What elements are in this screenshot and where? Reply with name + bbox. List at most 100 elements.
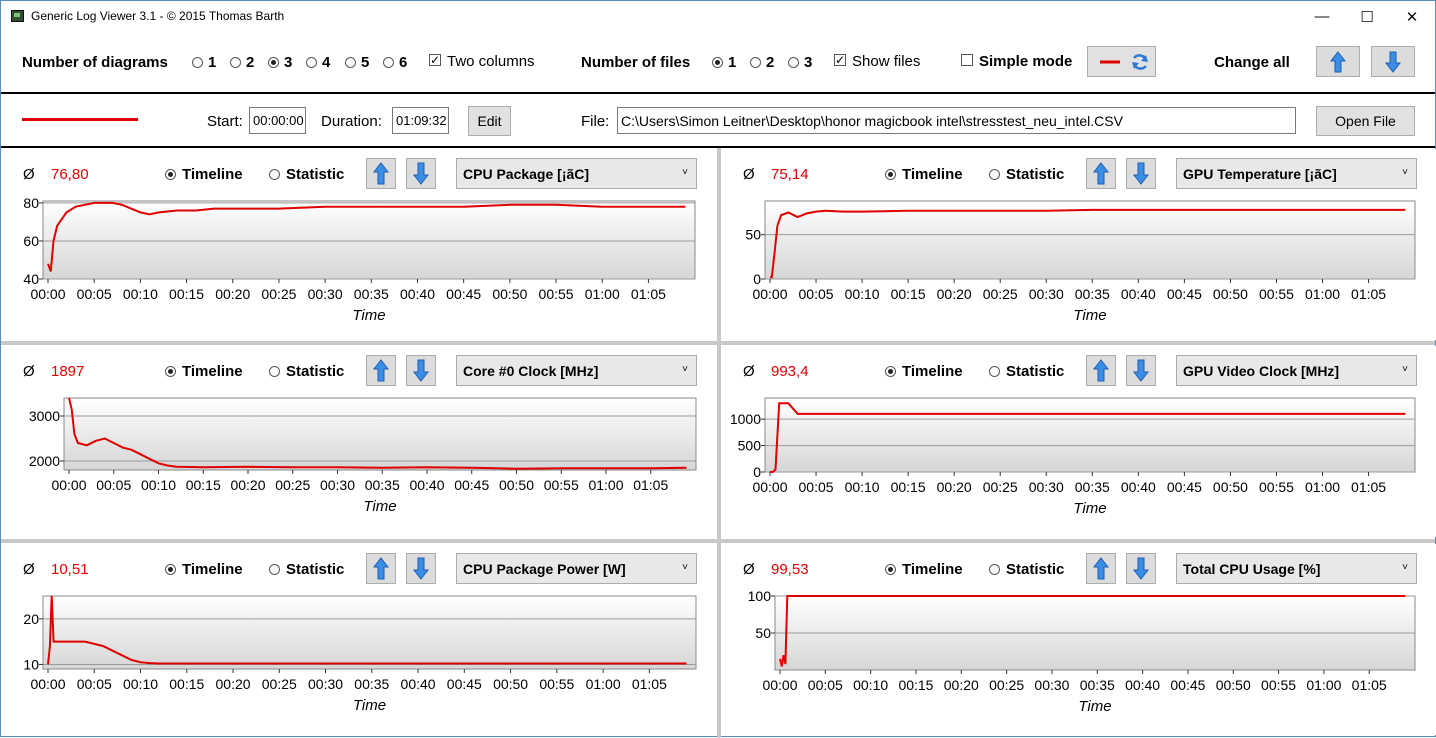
statistic-radio[interactable] [269, 366, 280, 377]
x-tick-label: 00:10 [123, 676, 158, 692]
x-tick-label: 01:05 [632, 676, 667, 692]
series-line [47, 201, 686, 272]
timeline-label: Timeline [902, 166, 963, 183]
x-tick-label: 01:00 [588, 477, 623, 493]
x-tick-label: 00:10 [853, 677, 888, 693]
statistic-radio[interactable] [269, 564, 280, 575]
timeline-radio[interactable] [165, 564, 176, 575]
x-tick-label: 00:30 [1034, 677, 1069, 693]
diagrams-radio-2[interactable] [230, 57, 241, 68]
chevron-down-icon: ˅ [1402, 167, 1408, 178]
series-line [68, 397, 687, 470]
files-radio-3[interactable] [788, 57, 799, 68]
chevron-down-icon: ˅ [682, 562, 688, 573]
sensor-select[interactable]: Core #0 Clock [MHz] ˅ [456, 355, 697, 386]
diagram-panel: Ø 1897 Timeline Statistic Core #0 Clock [MHz… [1, 346, 716, 537]
move-down-button[interactable] [406, 553, 436, 584]
y-tick-label: 50 [755, 625, 771, 641]
sensor-select[interactable]: GPU Video Clock [MHz] ˅ [1176, 355, 1417, 386]
sensor-select[interactable]: Total CPU Usage [%] ˅ [1176, 553, 1417, 584]
x-tick-label: 00:05 [77, 286, 112, 302]
x-tick-label: 00:30 [320, 477, 355, 493]
sensor-select[interactable]: CPU Package Power [W] ˅ [456, 553, 697, 584]
sensor-select-value: CPU Package Power [W] [463, 560, 626, 577]
simple-mode-checkbox[interactable] [961, 54, 973, 66]
move-down-button[interactable] [1126, 553, 1156, 584]
move-up-button[interactable] [1086, 355, 1116, 386]
timeline-radio[interactable] [165, 169, 176, 180]
timeline-radio[interactable] [885, 564, 896, 575]
x-tick-label: 01:00 [1306, 677, 1341, 693]
x-axis-label: Time [363, 498, 396, 515]
x-tick-label: 00:40 [400, 286, 435, 302]
change-all-down-button[interactable] [1371, 46, 1415, 77]
diagrams-radio-4[interactable] [306, 57, 317, 68]
timeline-radio[interactable] [885, 366, 896, 377]
row-separator-1 [1, 341, 1435, 345]
move-up-button[interactable] [366, 553, 396, 584]
x-tick-label: 00:45 [1167, 479, 1202, 495]
close-button[interactable]: ✕ [1405, 8, 1419, 26]
y-tick-label: 2000 [29, 453, 60, 469]
x-tick-label: 00:20 [937, 479, 972, 495]
x-tick-label: 01:05 [633, 477, 668, 493]
diagrams-radio-6[interactable] [383, 57, 394, 68]
files-radio-1[interactable] [712, 57, 723, 68]
file-line-swatch[interactable] [22, 118, 138, 121]
x-tick-label: 00:25 [989, 677, 1024, 693]
x-tick-label: 00:50 [1216, 677, 1251, 693]
x-tick-label: 00:30 [1029, 286, 1064, 302]
change-all-up-button[interactable] [1316, 46, 1360, 77]
x-tick-label: 00:30 [308, 676, 343, 692]
file-path-field[interactable]: C:\Users\Simon Leitner\Desktop\honor mag… [617, 107, 1296, 134]
move-up-button[interactable] [366, 158, 396, 189]
sensor-select[interactable]: GPU Temperature [¡ãC] ˅ [1176, 158, 1417, 189]
diagrams-radio-3[interactable] [268, 57, 279, 68]
minimize-button[interactable]: — [1314, 8, 1330, 25]
x-tick-label: 00:45 [1170, 677, 1205, 693]
start-field[interactable]: 00:00:00 [249, 107, 306, 134]
x-tick-label: 00:05 [808, 677, 843, 693]
statistic-radio[interactable] [989, 366, 1000, 377]
edit-button[interactable]: Edit [468, 106, 511, 136]
duration-field[interactable]: 01:09:32 [392, 107, 449, 134]
line-style-button[interactable] [1087, 46, 1156, 77]
x-tick-label: 00:50 [1213, 479, 1248, 495]
move-up-button[interactable] [1086, 553, 1116, 584]
line-chart: 0 50 00:00 00:05 00:10 00:15 00:20 00:25 00:30 00… [745, 200, 1416, 324]
diagrams-radio-4-label: 4 [322, 54, 331, 71]
x-axis-label: Time [352, 307, 385, 324]
move-up-button[interactable] [366, 355, 396, 386]
diagrams-radio-5[interactable] [345, 57, 356, 68]
x-tick-label: 00:10 [123, 286, 158, 302]
move-down-button[interactable] [406, 158, 436, 189]
x-tick-label: 01:05 [1351, 286, 1386, 302]
file-bar-divider [1, 146, 1435, 148]
move-down-button[interactable] [1126, 158, 1156, 189]
move-up-button[interactable] [1086, 158, 1116, 189]
maximize-button[interactable]: ☐ [1360, 8, 1374, 26]
show-files-checkbox[interactable]: ✓ [834, 53, 846, 67]
y-tick-label: 1000 [730, 411, 761, 427]
x-tick-label: 00:20 [937, 286, 972, 302]
statistic-radio[interactable] [989, 564, 1000, 575]
files-radio-2[interactable] [750, 57, 761, 68]
diagrams-radio-1[interactable] [192, 57, 203, 68]
open-file-button[interactable]: Open File [1316, 106, 1415, 136]
chevron-down-icon: ˅ [682, 167, 688, 178]
timeline-radio[interactable] [885, 169, 896, 180]
diagrams-radio-5-label: 5 [361, 54, 370, 71]
line-chart: 10 20 00:00 00:05 00:10 00:15 00:20 00:25 00:30 0… [23, 595, 697, 714]
sensor-select[interactable]: CPU Package [¡ãC] ˅ [456, 158, 697, 189]
statistic-label: Statistic [1006, 561, 1065, 578]
x-tick-label: 00:55 [544, 477, 579, 493]
x-tick-label: 00:30 [308, 286, 343, 302]
timeline-radio[interactable] [165, 366, 176, 377]
statistic-radio[interactable] [989, 169, 1000, 180]
two-columns-checkbox[interactable]: ✓ [429, 53, 441, 67]
move-down-button[interactable] [1126, 355, 1156, 386]
plot-area [63, 397, 697, 471]
x-tick-label: 00:40 [409, 477, 444, 493]
move-down-button[interactable] [406, 355, 436, 386]
statistic-radio[interactable] [269, 169, 280, 180]
